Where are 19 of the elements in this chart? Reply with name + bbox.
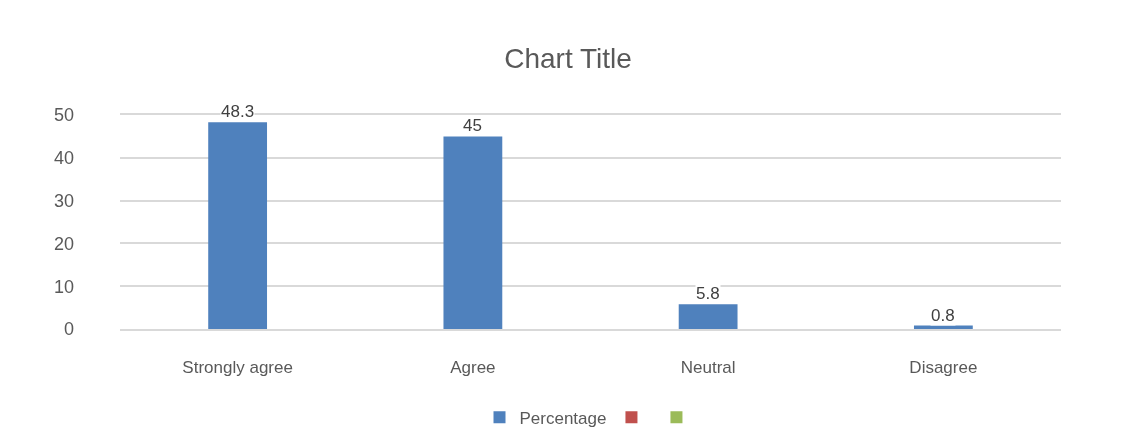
y-tick-label: 50 bbox=[53, 105, 74, 126]
y-tick-label: 40 bbox=[53, 148, 74, 169]
y-tick-label: 20 bbox=[53, 233, 74, 254]
bar bbox=[208, 122, 268, 329]
chart-title: Chart Title bbox=[504, 42, 632, 74]
bar bbox=[443, 136, 503, 329]
data-label: 45 bbox=[463, 116, 482, 135]
bar bbox=[678, 304, 738, 329]
x-tick-label: Strongly agree bbox=[182, 358, 293, 378]
data-label: 5.8 bbox=[696, 284, 720, 303]
x-tick-label: Agree bbox=[450, 358, 496, 378]
x-tick-label: Disagree bbox=[909, 358, 978, 378]
data-label: 0.8 bbox=[931, 306, 955, 325]
data-label: 48.3 bbox=[221, 102, 255, 121]
y-tick-label: 30 bbox=[53, 190, 74, 211]
y-tick-label: 10 bbox=[53, 276, 74, 297]
x-tick-label: Neutral bbox=[680, 358, 736, 378]
legend-label: Percentage bbox=[519, 408, 607, 428]
y-tick-label: 0 bbox=[63, 319, 74, 340]
